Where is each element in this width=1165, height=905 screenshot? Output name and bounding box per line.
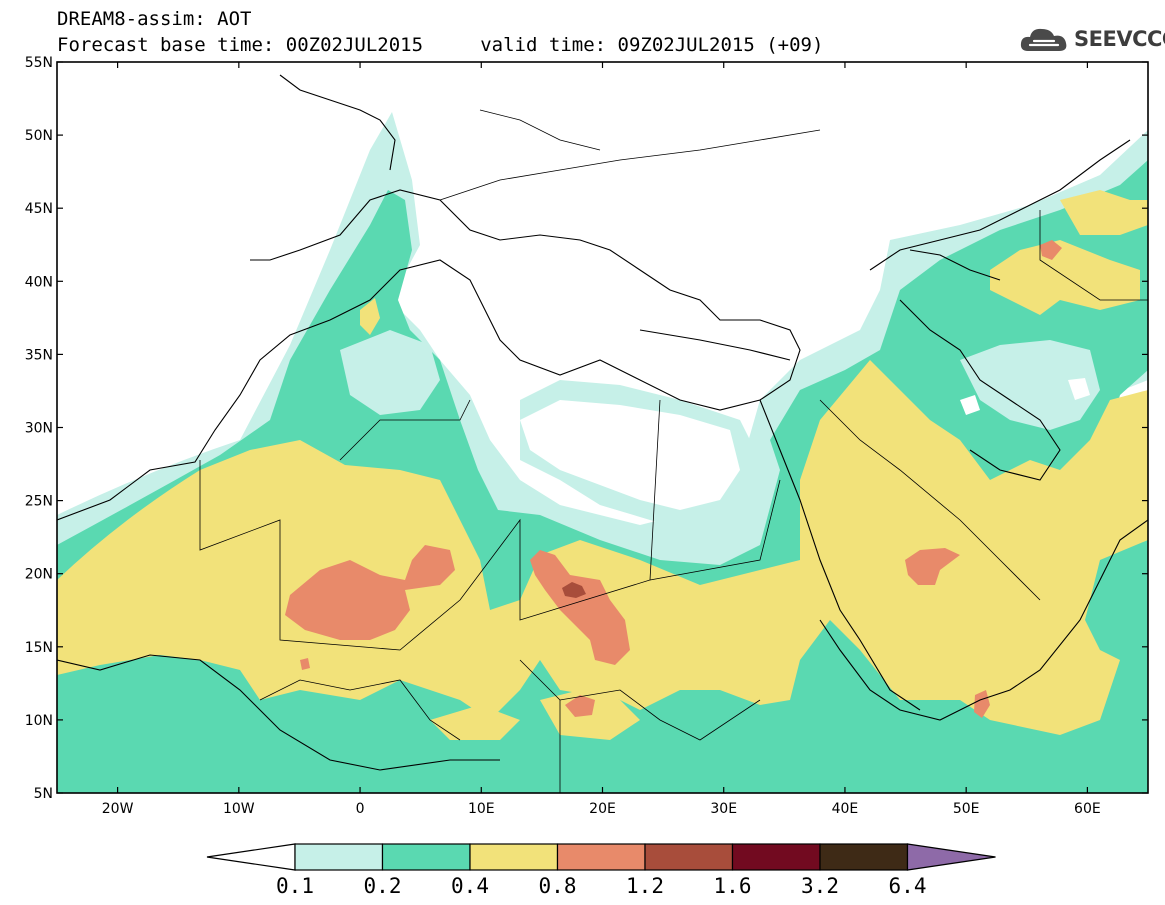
colorbar-segment (556, 843, 646, 871)
colorbar-segment (469, 843, 559, 871)
colorbar-segment (294, 843, 384, 871)
colorbar-over-arrow (906, 843, 996, 871)
colorbar-segment (819, 843, 909, 871)
colorbar-under-arrow (206, 843, 296, 871)
lat-label: 5N (34, 786, 53, 802)
lon-label: 50E (953, 801, 980, 817)
colorbar-segment (731, 843, 821, 871)
aot-colorbar: 0.1 0.2 0.4 0.8 1.2 1.6 3.2 6.4 (206, 843, 996, 898)
aot-level-1.2 (562, 582, 586, 598)
lat-label: 20N (25, 567, 53, 583)
lon-label: 20W (102, 801, 134, 817)
longitude-axis: 20W 10W 0 10E 20E 30E 40E 50E 60E (102, 62, 1101, 817)
logo-text: SEEVCCC (1074, 27, 1165, 51)
forecast-time-line: Forecast base time: 00Z02JUL2015 valid t… (57, 34, 824, 56)
cloud-icon (1020, 28, 1067, 51)
lon-label: 10W (223, 801, 255, 817)
colorbar-segment (381, 843, 471, 871)
colorbar-label: 0.2 (364, 874, 402, 898)
colorbar-label: 3.2 (801, 874, 839, 898)
lat-label: 15N (25, 640, 53, 656)
aot-fields (57, 62, 1148, 793)
aot-level-0.8 (285, 240, 1062, 718)
colorbar-label: 0.1 (276, 874, 314, 898)
lon-label: 40E (832, 801, 859, 817)
colorbar-label: 1.2 (626, 874, 664, 898)
lat-label: 40N (25, 274, 53, 290)
lat-label: 25N (25, 494, 53, 510)
lat-label: 55N (25, 55, 53, 71)
lat-label: 45N (25, 201, 53, 217)
lon-label: 20E (589, 801, 616, 817)
lat-label: 10N (25, 713, 53, 729)
lat-label: 35N (25, 347, 53, 363)
seevccc-logo: SEEVCCC (1018, 22, 1165, 56)
lon-label: 10E (468, 801, 495, 817)
lon-label: 0 (356, 801, 365, 817)
colorbar-segment (644, 843, 734, 871)
aot-level-0.4 (57, 190, 1148, 740)
lat-label: 30N (25, 421, 53, 437)
lat-label: 50N (25, 128, 53, 144)
chart-title: DREAM8-assim: AOT (57, 8, 252, 30)
lon-label: 60E (1074, 801, 1101, 817)
colorbar-label: 0.4 (451, 874, 489, 898)
country-borders (199, 109, 1148, 793)
latitude-axis: 55N 50N 45N 40N 35N 30N 25N 20N 15N 10N 5N (25, 55, 1148, 802)
coastlines (57, 74, 1148, 771)
lon-label: 30E (710, 801, 737, 817)
colorbar-label: 1.6 (714, 874, 752, 898)
colorbar-label: 6.4 (889, 874, 927, 898)
colorbar-label: 0.8 (539, 874, 577, 898)
